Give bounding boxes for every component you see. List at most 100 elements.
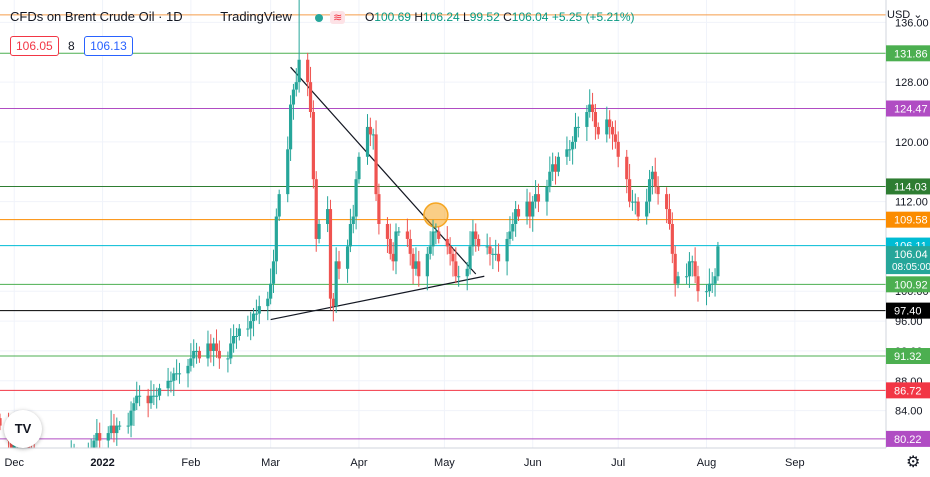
candle-body — [687, 261, 692, 277]
candle-body — [166, 380, 170, 389]
candle-body — [496, 253, 501, 262]
close-value: 106.04 — [511, 10, 549, 24]
candle-body — [391, 253, 395, 262]
candle-body — [485, 246, 489, 248]
low-value: 99.52 — [469, 10, 500, 24]
candle-body — [494, 253, 498, 255]
buy-button[interactable]: 106.13 — [84, 36, 133, 56]
candle-body — [536, 194, 541, 202]
candle-body — [647, 179, 652, 202]
change-value: +5.25 (+5.21%) — [551, 10, 635, 24]
candle-body — [636, 201, 640, 217]
candle-body — [251, 313, 256, 322]
tradingview-logo[interactable]: TV — [4, 410, 42, 448]
level-label: 97.40 — [894, 306, 922, 318]
candle-body — [115, 425, 119, 434]
price-axis[interactable]: 136.00128.00120.00112.00100.0096.0092.00… — [885, 0, 930, 477]
sell-button[interactable]: 106.05 — [10, 36, 59, 56]
candle-body — [237, 328, 241, 336]
candle-body — [548, 171, 552, 187]
chevron-down-icon: ⌄ — [913, 9, 923, 21]
candle-body — [696, 276, 700, 292]
level-label-background — [886, 45, 930, 62]
candle-body — [337, 261, 341, 269]
time-axis-background — [0, 448, 886, 477]
wave-indicator-icon[interactable]: ≋ — [330, 11, 346, 25]
last-price-background — [886, 246, 930, 275]
candle-body — [212, 343, 216, 351]
candle-body — [514, 209, 518, 224]
candle-body — [385, 224, 390, 239]
candle-body — [528, 201, 532, 217]
candle-body — [308, 82, 313, 112]
time-tick-label: Sep — [785, 457, 805, 469]
candle-body — [511, 224, 515, 232]
candle-body — [0, 418, 2, 426]
candle-body — [274, 216, 278, 262]
open-label: O — [364, 10, 375, 24]
candle-body — [457, 276, 461, 278]
time-tick-label: Aug — [697, 457, 717, 469]
candle-body — [135, 395, 139, 404]
time-axis[interactable]: Dec 2022 Feb Mar Apr May Jun Jul Aug Sep — [0, 447, 886, 477]
candle-body — [593, 112, 598, 127]
time-tick-label: May — [434, 457, 455, 469]
close-label: C — [503, 10, 512, 24]
candle-body — [286, 149, 290, 195]
level-label: 131.86 — [894, 48, 928, 60]
gear-icon[interactable]: ⚙ — [906, 454, 921, 471]
candle-body — [157, 388, 162, 396]
candle-body — [545, 186, 549, 202]
candle-body — [693, 261, 697, 277]
candle-body — [670, 224, 674, 254]
trendline — [290, 66, 477, 275]
level-label-background — [886, 100, 930, 117]
level-label: 100.92 — [894, 279, 928, 291]
candle-body — [209, 343, 213, 351]
horizontal-levels — [0, 14, 886, 440]
candle-body — [633, 201, 637, 203]
candle-body — [92, 440, 96, 448]
candle-body — [590, 104, 595, 112]
candle-body — [704, 291, 709, 293]
candle-body — [434, 231, 438, 233]
candle-body — [249, 321, 253, 329]
candle-body — [129, 410, 133, 426]
candle-body — [348, 224, 353, 247]
candle-body — [628, 179, 632, 202]
candle-body — [95, 433, 99, 441]
candle-body — [588, 104, 592, 112]
candle-body — [437, 231, 441, 239]
spread-value: 8 — [68, 39, 75, 53]
trade-panel: 106.05 8 106.13 — [10, 36, 133, 56]
candle-body — [454, 261, 458, 277]
candle-body — [118, 425, 122, 427]
candle-body — [172, 373, 176, 381]
candle-body — [414, 261, 418, 269]
candle-body — [317, 224, 321, 239]
price-tick-label: 84.00 — [895, 406, 923, 418]
candle-body — [206, 343, 210, 359]
last-price-label: 106.04 — [894, 249, 928, 261]
candle-body — [377, 194, 381, 224]
candle-body — [192, 350, 196, 359]
currency-selector[interactable]: USD ⌄ — [887, 8, 923, 21]
low-label: L — [463, 10, 470, 24]
candle-body — [175, 373, 179, 375]
candle-body — [126, 425, 130, 427]
candle-body — [716, 246, 720, 277]
candle-body — [405, 231, 409, 239]
candle-body — [616, 141, 620, 157]
candle-body — [257, 306, 261, 314]
candle-body — [254, 313, 258, 315]
level-label-background — [886, 430, 930, 447]
candle-body — [269, 283, 273, 299]
candle-body — [468, 246, 472, 269]
candle-body — [571, 141, 575, 150]
candle-body — [345, 246, 350, 269]
candle-body — [411, 253, 415, 269]
symbol-title[interactable]: CFDs on Brent Crude Oil · 1D — [10, 9, 183, 24]
high-label: H — [414, 10, 423, 24]
candle-body — [137, 395, 142, 397]
